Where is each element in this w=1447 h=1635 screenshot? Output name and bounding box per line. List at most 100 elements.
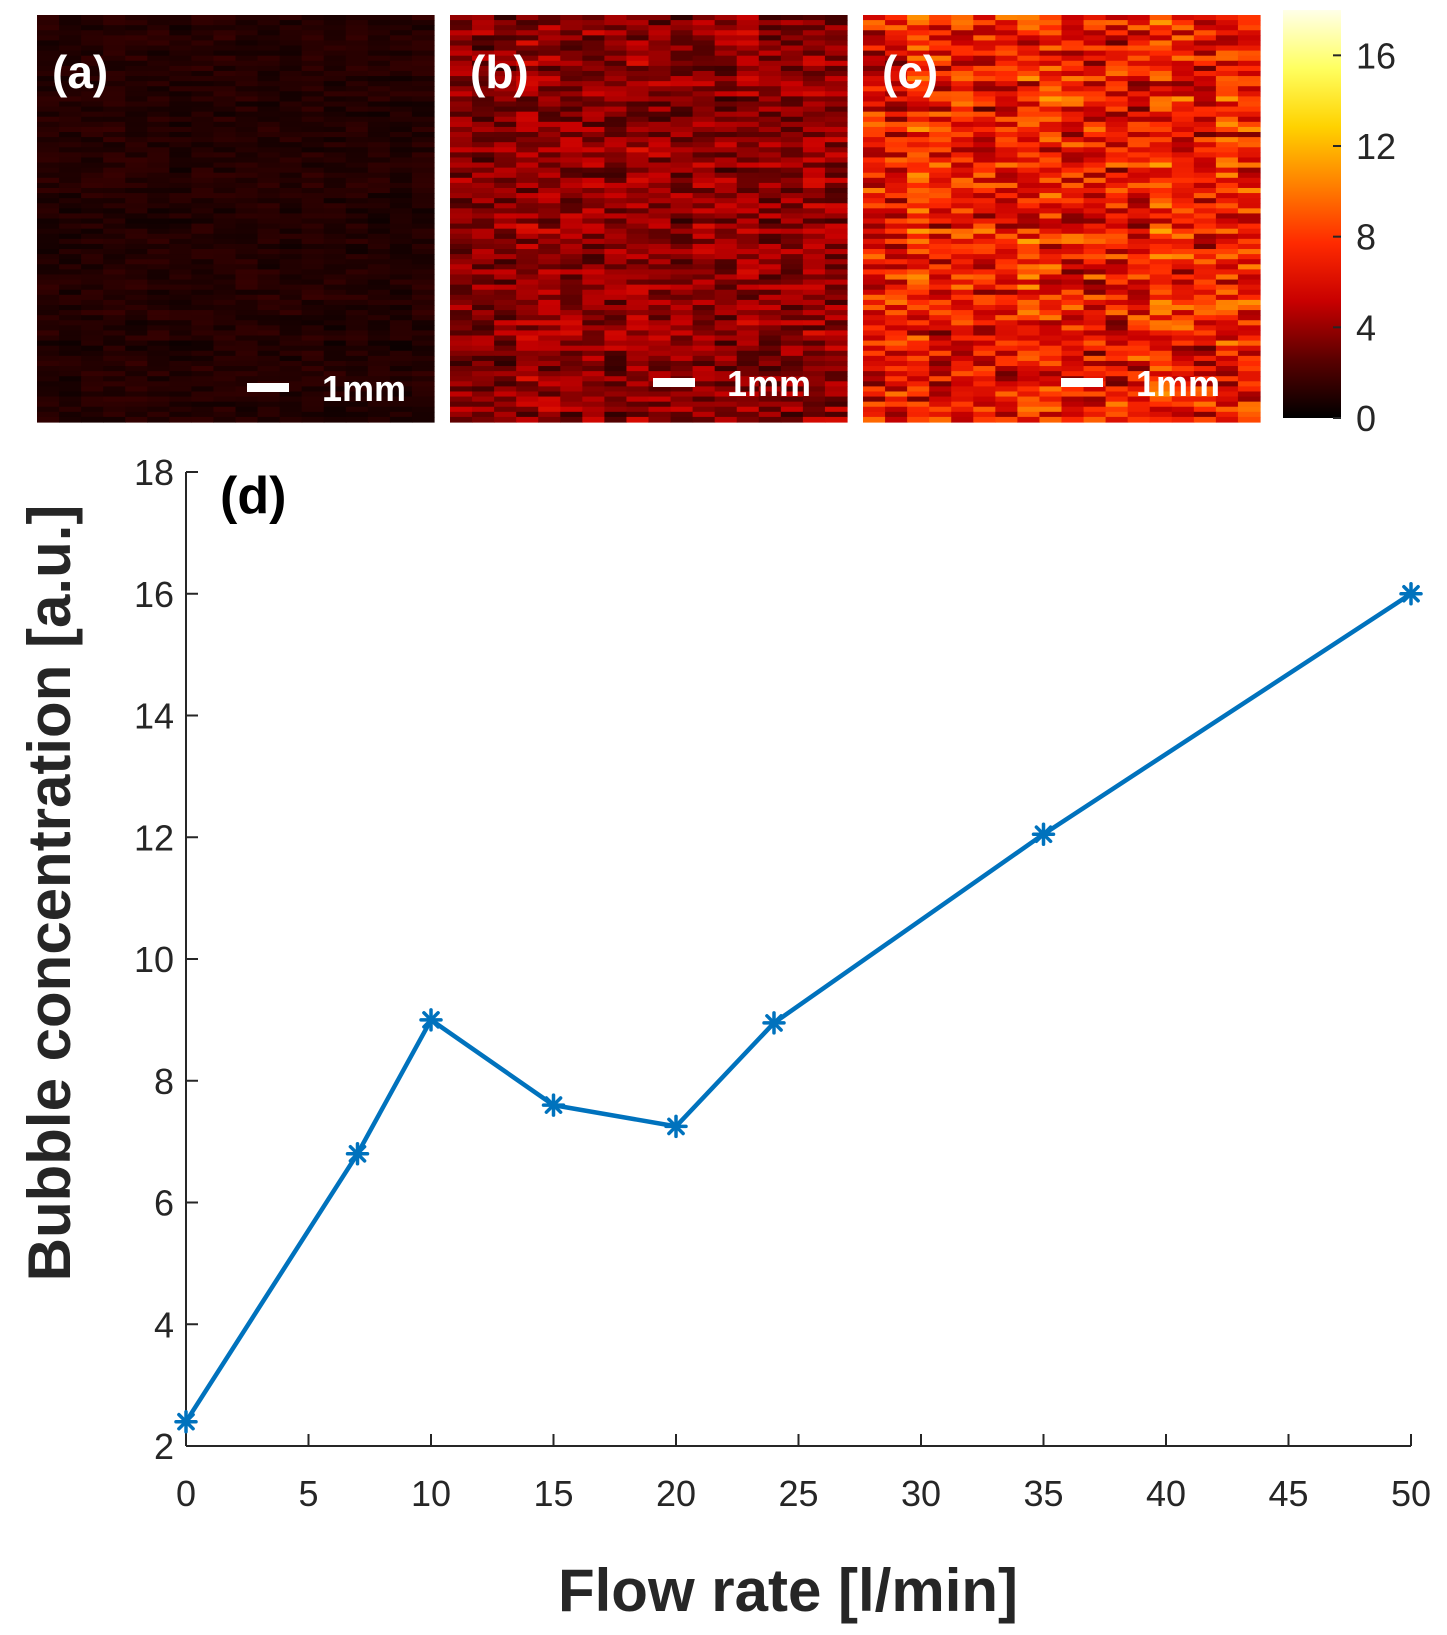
heatmap-cell: [1149, 304, 1173, 311]
heatmap-cell: [582, 299, 605, 306]
heatmap-cell: [604, 304, 628, 311]
heatmap-cell: [929, 411, 952, 418]
heatmap-cell: [995, 299, 1018, 306]
heatmap-cell: [758, 60, 782, 67]
heatmap-cell: [1017, 81, 1041, 87]
heatmap-cell: [345, 35, 369, 42]
heatmap-cell: [1215, 81, 1239, 87]
heatmap-cell: [1127, 391, 1151, 398]
heatmap-cell: [736, 243, 760, 250]
heatmap-cell: [907, 101, 930, 108]
heatmap-cell: [1039, 172, 1063, 179]
heatmap-cell: [411, 335, 435, 342]
heatmap-cell: [863, 182, 886, 189]
heatmap-cell: [670, 172, 694, 179]
heatmap-cell: [582, 228, 605, 235]
heatmap-cell: [81, 126, 104, 133]
heatmap-cell: [1193, 50, 1217, 57]
heatmap-cell: [1127, 249, 1151, 255]
heatmap-cell: [1039, 60, 1063, 67]
heatmap-cell: [494, 350, 517, 357]
heatmap-cell: [995, 15, 1018, 21]
heatmap-cell: [951, 345, 974, 352]
heatmap-cell: [389, 340, 413, 347]
chart-panel-label: (d): [220, 467, 286, 525]
heatmap-cell: [213, 213, 237, 220]
heatmap-cell: [995, 162, 1018, 169]
heatmap-cell: [973, 376, 996, 382]
heatmap-cell: [1017, 345, 1041, 352]
heatmap-cell: [103, 406, 126, 413]
heatmap-cell: [929, 330, 952, 337]
heatmap-cell: [714, 249, 738, 255]
heatmap-cell: [907, 213, 930, 220]
heatmap-cell: [367, 132, 391, 138]
heatmap-cell: [411, 340, 435, 347]
heatmap-cell: [907, 86, 930, 92]
heatmap-cell: [257, 15, 281, 21]
heatmap-cell: [1215, 254, 1239, 260]
heatmap-cell: [516, 396, 539, 403]
heatmap-cell: [257, 330, 281, 337]
heatmap-cell: [1215, 157, 1239, 164]
heatmap-cell: [538, 360, 561, 367]
heatmap-cell: [1105, 106, 1129, 113]
heatmap-cell: [824, 243, 848, 250]
heatmap-cell: [191, 187, 215, 194]
heatmap-cell: [951, 213, 974, 220]
heatmap-cell: [582, 360, 605, 367]
heatmap-cell: [648, 152, 672, 159]
heatmap-cell: [582, 187, 605, 194]
heatmap-cell: [995, 243, 1018, 250]
heatmap-cell: [450, 238, 473, 245]
heatmap-cell: [1149, 310, 1173, 316]
heatmap-cell: [604, 187, 628, 194]
heatmap-cell: [582, 325, 605, 332]
heatmap-cell: [824, 371, 848, 377]
heatmap-cell: [692, 218, 716, 225]
heatmap-cell: [824, 111, 848, 118]
heatmap-cell: [235, 274, 259, 281]
heatmap-cell: [670, 325, 694, 332]
heatmap-cell: [169, 187, 192, 194]
heatmap-cell: [1215, 325, 1239, 332]
heatmap-cell: [736, 91, 760, 97]
heatmap-cell: [213, 121, 237, 128]
heatmap-cell: [1105, 269, 1129, 276]
heatmap-cell: [81, 335, 104, 342]
heatmap-cell: [1149, 157, 1173, 164]
heatmap-cell: [736, 157, 760, 164]
heatmap-cell: [780, 96, 804, 103]
heatmap-cell: [103, 40, 126, 47]
heatmap-cell: [604, 116, 628, 123]
heatmap-cell: [758, 25, 782, 31]
heatmap-cell: [450, 284, 473, 291]
heatmap-cell: [1127, 45, 1151, 52]
heatmap-cell: [1193, 116, 1217, 123]
heatmap-cell: [780, 371, 804, 377]
heatmap-cell: [907, 157, 930, 164]
heatmap-cell: [103, 254, 126, 260]
heatmap-cell: [692, 35, 716, 42]
heatmap-cell: [929, 172, 952, 179]
heatmap-cell: [802, 35, 826, 42]
heatmap-cell: [472, 162, 495, 169]
heatmap-cell: [736, 96, 760, 103]
heatmap-cell: [279, 401, 303, 408]
heatmap-cell: [824, 416, 848, 423]
heatmap-cell: [125, 60, 148, 67]
heatmap-cell: [1061, 152, 1085, 159]
heatmap-cell: [863, 264, 886, 270]
heatmap-c-label: (c): [882, 46, 938, 98]
heatmap-cell: [279, 162, 303, 169]
heatmap-cell: [758, 193, 782, 199]
heatmap-cell: [411, 320, 435, 326]
heatmap-cell: [1171, 371, 1195, 377]
heatmap-cell: [59, 345, 82, 352]
heatmap-cell: [367, 187, 391, 194]
heatmap-cell: [1171, 60, 1195, 67]
heatmap-cell: [802, 320, 826, 326]
heatmap-cell: [1237, 381, 1261, 387]
heatmap-cell: [863, 340, 886, 347]
